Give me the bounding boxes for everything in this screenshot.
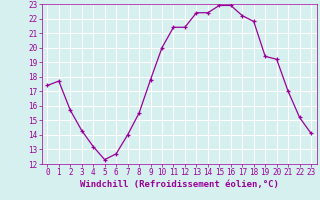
X-axis label: Windchill (Refroidissement éolien,°C): Windchill (Refroidissement éolien,°C)	[80, 180, 279, 189]
